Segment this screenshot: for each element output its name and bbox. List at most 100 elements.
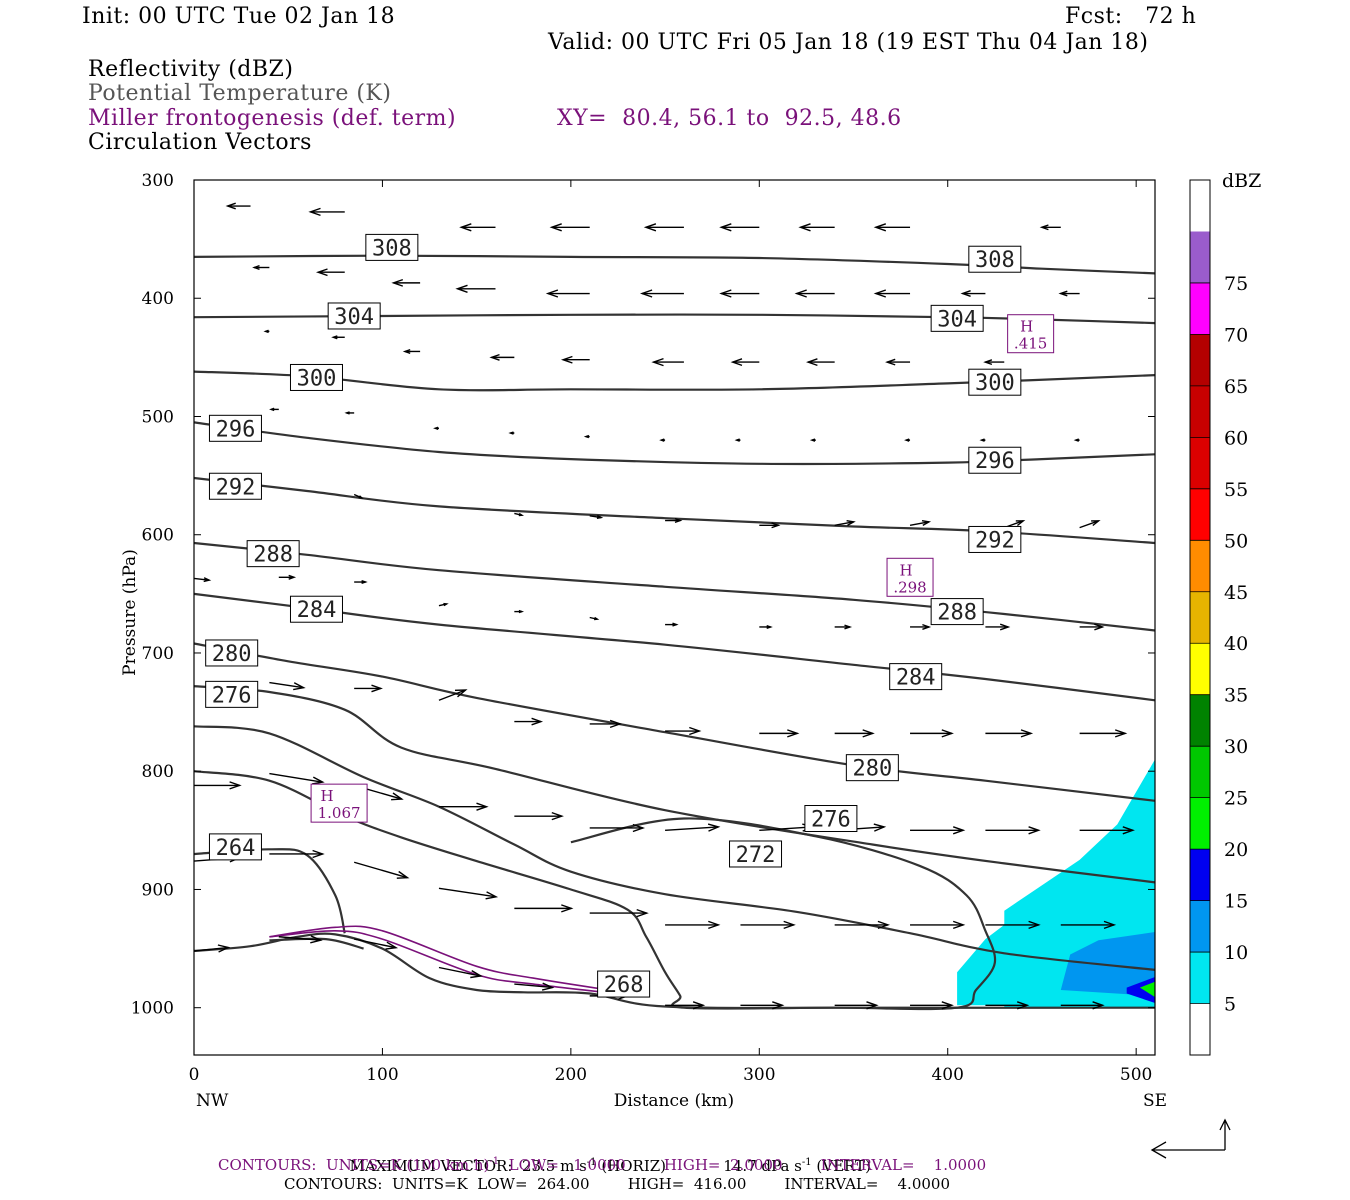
fronto-max-label: H — [1020, 318, 1033, 336]
vector-shaft — [193, 946, 229, 952]
vector-arrow — [438, 966, 483, 979]
vector-head — [545, 289, 559, 298]
vector-head — [952, 826, 966, 835]
colorbar-label: 25 — [1224, 788, 1248, 810]
contour-label-284: 284 — [896, 666, 936, 691]
vector-arrow — [643, 223, 684, 232]
vector-arrow — [278, 935, 323, 944]
vector-arrow — [194, 781, 242, 790]
frontogenesis-contours — [269, 925, 637, 997]
vector-arrow — [514, 904, 574, 913]
vector-arrow — [589, 616, 600, 621]
field-theta: Potential Temperature (K) — [88, 81, 392, 106]
theta-contour-264 — [193, 848, 346, 934]
colorbar-segment — [1190, 952, 1210, 1004]
vector-arrow — [834, 624, 853, 630]
contour-label-box — [208, 833, 262, 861]
vector-arrow — [740, 1001, 785, 1010]
reflectivity-region-15dbz — [1126, 977, 1155, 1003]
vector-arrow — [910, 1001, 954, 1010]
contour-label-box — [930, 598, 984, 626]
vector-head — [979, 438, 985, 442]
colorbar-label: 70 — [1224, 324, 1248, 346]
vector-head — [632, 823, 646, 833]
vector-shaft — [354, 938, 397, 949]
vector-head — [518, 512, 525, 517]
vector-arrow — [489, 353, 515, 361]
contour-label-box — [804, 805, 858, 833]
contour-label-304: 304 — [334, 305, 374, 330]
fronto-max-value: .298 — [893, 578, 926, 596]
vector-arrow — [438, 602, 449, 607]
vector-arrow — [1039, 224, 1061, 231]
vector-head — [391, 278, 404, 287]
vector-head — [225, 202, 236, 210]
contour-label-box — [365, 233, 419, 261]
vector-arrow — [759, 624, 773, 630]
vector-arrow — [719, 223, 760, 232]
valid-time: Valid: 00 UTC Fri 05 Jan 18 (19 EST Thu … — [548, 30, 1149, 55]
vector-head — [806, 358, 818, 367]
fronto-max-box — [886, 557, 934, 597]
vector-head — [672, 622, 679, 627]
vector-arrow — [193, 577, 212, 583]
vector-arrow — [438, 802, 489, 811]
contour-label-272: 272 — [736, 843, 776, 868]
y-tick-label: 600 — [142, 526, 174, 546]
vector-arrow — [979, 438, 986, 442]
colorbar-label: 75 — [1224, 273, 1248, 295]
field-frontogenesis: Miller frontogenesis (def. term) — [88, 106, 457, 131]
vector-shaft — [1079, 520, 1099, 529]
vector-arrow — [514, 512, 525, 517]
vector-head — [941, 729, 954, 738]
vector-arrow — [308, 207, 345, 217]
vector-arrow — [730, 358, 760, 367]
vector-arrow — [985, 920, 1041, 930]
x-tick-label: 0 — [189, 1065, 200, 1085]
vector-head — [1028, 826, 1041, 835]
theta-contour-272 — [193, 725, 1156, 971]
vector-head — [922, 623, 932, 630]
vector-shaft — [438, 689, 466, 701]
vector-head — [999, 623, 1011, 631]
vector-arrow — [1060, 1001, 1105, 1010]
colorbar: 5 10 15 20 25 30 35 40 45 50 55 60 65 70 75 dBZ — [1189, 170, 1261, 1056]
vector-arrow — [589, 823, 646, 833]
vector-arrow — [665, 726, 702, 736]
vector-head — [639, 289, 653, 298]
vector-arrow — [1079, 826, 1135, 835]
vector-head — [344, 411, 350, 415]
contour-label-box — [327, 302, 381, 330]
colorbar-label: 10 — [1224, 942, 1248, 964]
reflectivity-region-10dbz — [1060, 932, 1155, 996]
colorbar-segment — [1190, 334, 1210, 386]
contour-label-box — [205, 680, 259, 708]
colorbar-label: 15 — [1224, 891, 1248, 913]
vector-arrow — [665, 1001, 706, 1010]
vector-arrow — [354, 579, 368, 585]
colorbar-segment — [1190, 643, 1210, 695]
theta-contour-info: CONTOURS: UNITS=K LOW= 264.00 HIGH= 416.… — [284, 1175, 950, 1193]
contour-label-296: 296 — [975, 449, 1015, 474]
contour-label-280: 280 — [852, 757, 892, 782]
vector-head — [1094, 623, 1105, 631]
vector-arrow — [960, 290, 986, 297]
vector-arrow — [589, 719, 623, 729]
y-tick-label: 500 — [142, 407, 174, 427]
vector-arrow — [873, 289, 911, 298]
vector-head — [873, 823, 887, 832]
vector-arrow — [269, 681, 306, 691]
colorbar-segment — [1190, 797, 1210, 850]
contour-label-box — [208, 472, 262, 500]
vector-head — [1122, 826, 1135, 835]
vector-arrow — [910, 623, 932, 630]
vector-shaft — [269, 772, 323, 783]
vector-arrow — [455, 284, 496, 293]
vector-head — [288, 574, 297, 580]
vector-head — [873, 289, 887, 298]
vector-head — [674, 518, 683, 524]
vector-head — [1103, 920, 1117, 930]
vector-arrow — [315, 268, 345, 277]
vector-head — [1073, 438, 1080, 442]
colorbar-segment — [1190, 282, 1210, 335]
